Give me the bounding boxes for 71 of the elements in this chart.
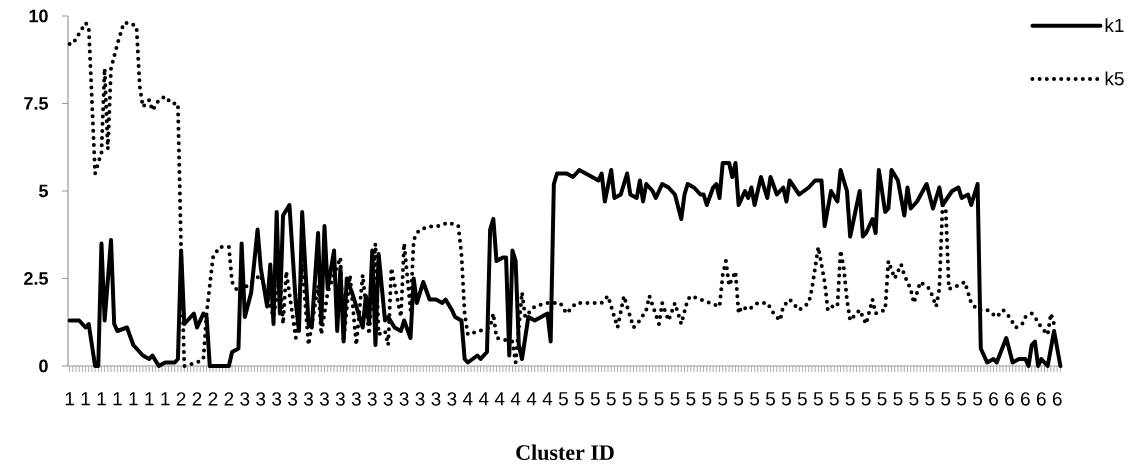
x-tick-label: 4 xyxy=(462,392,473,406)
x-tick-label: 5 xyxy=(638,392,648,406)
x-tick-label: 5 xyxy=(765,392,775,406)
x-tick-label: 6 xyxy=(1036,392,1046,406)
x-tick-label: 3 xyxy=(288,392,298,406)
x-tick-label: 5 xyxy=(702,392,712,406)
x-tick-label: 1 xyxy=(161,392,170,406)
x-tick-label: 5 xyxy=(813,392,823,406)
x-tick-label: 3 xyxy=(303,392,313,406)
x-tick-label: 3 xyxy=(351,392,361,406)
x-tick-label: 6 xyxy=(1021,392,1030,406)
x-tick-label: 4 xyxy=(478,392,489,406)
x-tick-label: 5 xyxy=(797,392,807,406)
x-tick-label: 5 xyxy=(670,392,680,406)
y-tick-label: 7.5 xyxy=(24,97,48,110)
x-tick-label: 5 xyxy=(877,392,887,406)
x-tick-label: 1 xyxy=(129,392,138,406)
x-tick-label: 5 xyxy=(654,392,664,406)
x-tick-label: 2 xyxy=(176,392,186,406)
x-tick-label: 3 xyxy=(335,392,345,406)
x-tick-label: 3 xyxy=(256,392,266,406)
x-tick-label: 4 xyxy=(526,392,537,406)
x-tick-label: 5 xyxy=(957,392,967,406)
y-tick-label: 10 xyxy=(29,9,48,23)
x-tick-label: 5 xyxy=(622,392,632,406)
x-tick-label: 5 xyxy=(909,392,919,406)
x-tick-label: 4 xyxy=(542,392,553,406)
x-tick-label: 3 xyxy=(399,392,409,406)
x-tick-label: 5 xyxy=(829,392,839,406)
legend-label: k1 xyxy=(1105,18,1124,32)
x-tick-label: 3 xyxy=(447,392,457,406)
x-tick-label: 1 xyxy=(97,392,106,406)
x-tick-label: 5 xyxy=(606,392,616,406)
legend-label: k5 xyxy=(1105,71,1124,86)
x-tick-label: 5 xyxy=(941,392,951,406)
x-axis-title: Cluster ID xyxy=(516,444,614,461)
x-tick-label: 5 xyxy=(845,392,855,406)
x-tick-label: 2 xyxy=(192,392,202,406)
x-tick-label: 2 xyxy=(208,392,218,406)
x-tick-label: 3 xyxy=(240,392,250,406)
x-tick-label: 1 xyxy=(113,392,122,406)
x-tick-label: 5 xyxy=(686,392,696,406)
x-tick-label: 3 xyxy=(415,392,425,406)
x-tick-label: 5 xyxy=(973,392,983,406)
x-tick-label: 6 xyxy=(1005,392,1014,406)
y-tick-label: 0 xyxy=(39,359,48,373)
x-tick-label: 1 xyxy=(81,392,90,406)
x-tick-label: 3 xyxy=(431,392,441,406)
x-tick-label: 3 xyxy=(319,392,329,406)
x-tick-label: 3 xyxy=(383,392,393,406)
x-tick-label: 1 xyxy=(145,392,154,406)
y-tick-label: 5 xyxy=(39,184,48,198)
x-tick-label: 5 xyxy=(750,392,760,406)
x-tick-label: 1 xyxy=(65,392,74,406)
x-tick-label: 5 xyxy=(925,392,935,406)
x-tick-label: 5 xyxy=(781,392,791,406)
x-tick-label: 4 xyxy=(494,392,505,406)
x-tick-label: 5 xyxy=(574,392,584,406)
x-tick-label: 4 xyxy=(510,392,521,406)
y-tick-label: 2.5 xyxy=(24,272,48,285)
x-tick-label: 5 xyxy=(893,392,903,406)
x-tick-label: 5 xyxy=(558,392,568,406)
x-tick-label: 5 xyxy=(590,392,600,406)
x-tick-label: 5 xyxy=(861,392,871,406)
x-tick-label: 5 xyxy=(718,392,728,406)
x-tick-label: 6 xyxy=(989,392,998,406)
x-tick-label: 3 xyxy=(367,392,377,406)
x-tick-label: 3 xyxy=(272,392,282,406)
x-tick-label: 2 xyxy=(224,392,234,406)
x-tick-label: 6 xyxy=(1052,392,1062,406)
x-tick-label: 5 xyxy=(734,392,744,406)
